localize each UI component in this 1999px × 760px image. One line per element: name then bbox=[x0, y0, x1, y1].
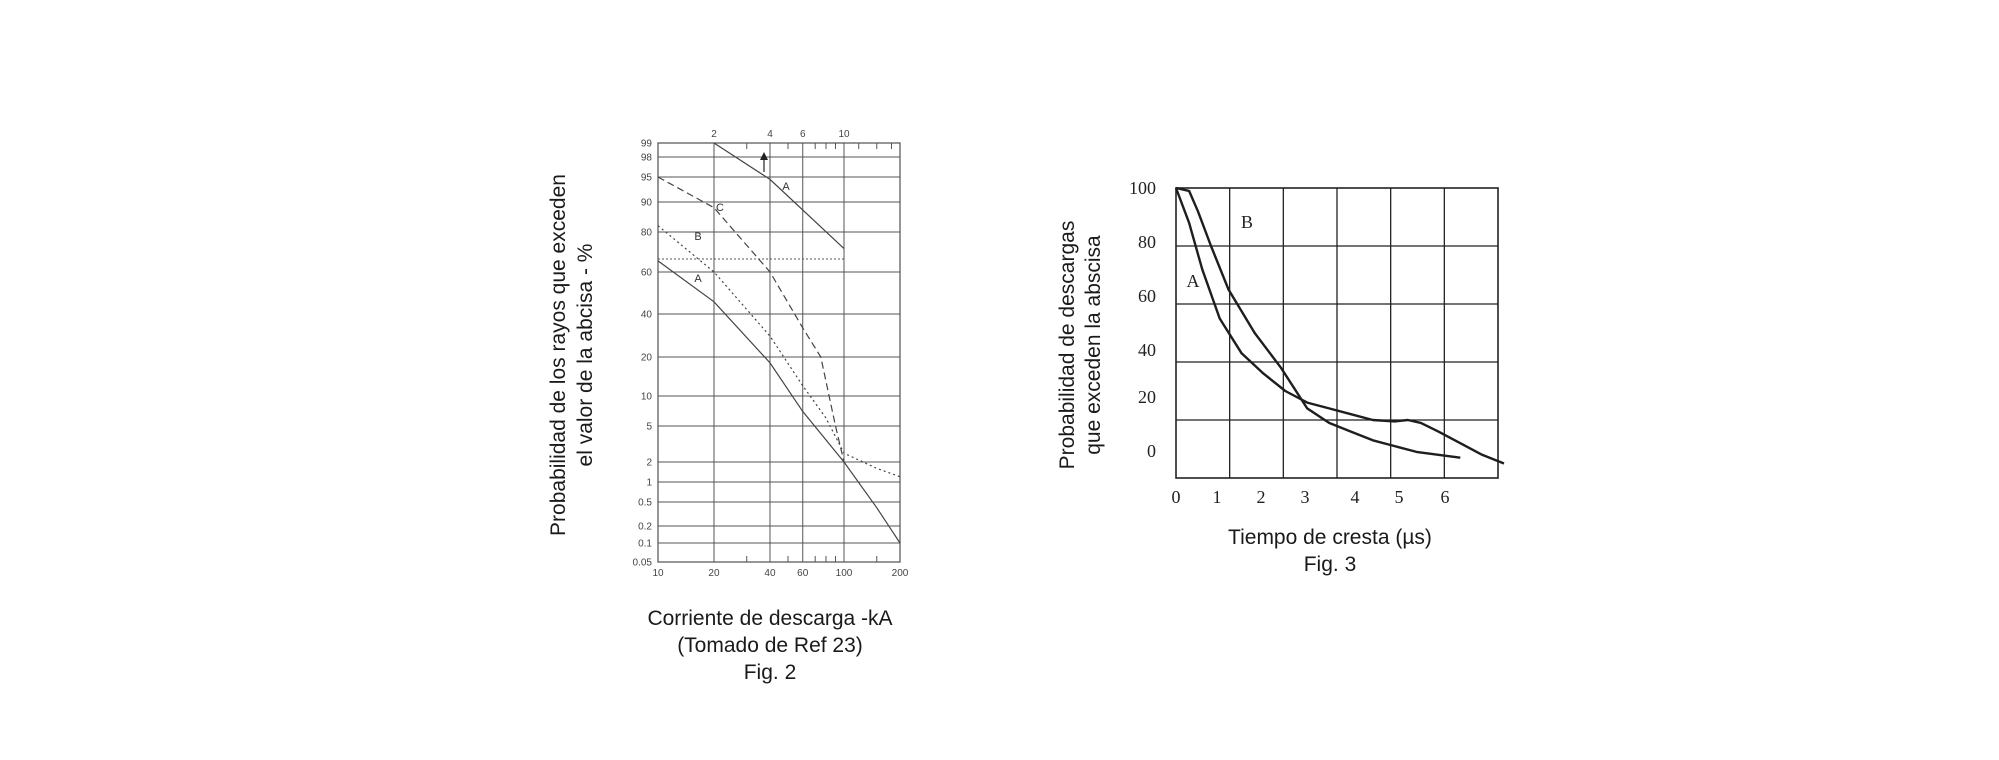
fig2-curve-label: A bbox=[782, 181, 790, 193]
fig3-ytick-label: 60 bbox=[1138, 286, 1156, 306]
fig2-ytick-label: 1 bbox=[646, 478, 652, 489]
fig2-xtick-label: 40 bbox=[764, 568, 776, 579]
fig3-xtick-label: 0 bbox=[1172, 487, 1181, 507]
fig2-ytick-label: 0.05 bbox=[633, 558, 653, 569]
fig3-grid bbox=[1175, 187, 1499, 479]
fig2-top-tick-label: 6 bbox=[800, 129, 806, 140]
fig3-series bbox=[1174, 186, 1505, 465]
fig2-xtick-label: 10 bbox=[652, 568, 664, 579]
fig2-series-line bbox=[713, 142, 845, 250]
fig2-grid bbox=[657, 142, 901, 563]
fig2-top-tick-label: 10 bbox=[838, 129, 850, 140]
fig3-ylabel-line2: que exceden la abscisa bbox=[1082, 235, 1105, 455]
fig2-ytick-label: 90 bbox=[641, 198, 653, 209]
fig2-xtick-label: 60 bbox=[797, 568, 809, 579]
fig3-ytick-label: 100 bbox=[1129, 178, 1156, 198]
fig3-xtick-label: 1 bbox=[1213, 487, 1222, 507]
fig3-xtick-label: 5 bbox=[1395, 487, 1404, 507]
fig2-series-line bbox=[657, 176, 845, 463]
fig3-curve-label-a: A bbox=[1187, 271, 1200, 291]
fig2-ytick-label: 95 bbox=[641, 173, 653, 184]
fig2-ytick-label: 0.1 bbox=[638, 539, 652, 550]
fig3-caption: Fig. 3 bbox=[1304, 553, 1357, 576]
fig2-arrow-head bbox=[759, 152, 768, 160]
fig2-xtick-label: 100 bbox=[836, 568, 853, 579]
fig3-xtick-label: 4 bbox=[1351, 487, 1360, 507]
fig2-series-line bbox=[657, 260, 901, 544]
fig3-xtick-label: 2 bbox=[1257, 487, 1266, 507]
fig2-ytick-label: 99 bbox=[641, 139, 653, 150]
fig2-ytick-label: 2 bbox=[646, 458, 652, 469]
fig2-ytick-label: 60 bbox=[641, 268, 653, 279]
fig3-xlabel: Tiempo de cresta (µs) bbox=[1228, 526, 1432, 549]
fig2-caption: Fig. 2 bbox=[744, 661, 797, 684]
fig2-ytick-label: 20 bbox=[641, 353, 653, 364]
fig3-ylabel-line1: Probabilidad de descargas bbox=[1056, 221, 1079, 470]
fig3-ytick-label: 40 bbox=[1138, 340, 1156, 360]
fig3-xtick-label: 3 bbox=[1301, 487, 1310, 507]
fig2-top-tick-label: 2 bbox=[711, 129, 717, 140]
fig3-chart: 100 80 60 40 20 0 0 1 2 3 4 5 6 A B Probabilidad de de… bbox=[1056, 178, 1505, 576]
fig2-ylabel-line2: el valor de la abcisa - % bbox=[574, 244, 597, 467]
fig3-labels: 100 80 60 40 20 0 0 1 2 3 4 5 6 A B bbox=[1129, 178, 1450, 507]
fig2-curve-label: C bbox=[716, 202, 724, 214]
fig2-note: (Tomado de Ref 23) bbox=[677, 634, 863, 657]
fig2-xtick-label: 200 bbox=[892, 568, 909, 579]
fig2-ytick-label: 98 bbox=[641, 153, 653, 164]
fig3-curve-label-b: B bbox=[1241, 212, 1253, 232]
fig2-curve-label: B bbox=[694, 231, 701, 243]
fig3-ytick-label: 0 bbox=[1147, 441, 1156, 461]
fig2-ytick-label: 80 bbox=[641, 228, 653, 239]
fig2-frame bbox=[657, 142, 901, 563]
fig2-ytick-label: 0.2 bbox=[638, 522, 652, 533]
fig2-ytick-label: 10 bbox=[641, 392, 653, 403]
fig2-top-tick-label: 4 bbox=[767, 129, 773, 140]
fig2-curve-label: A bbox=[694, 273, 702, 285]
fig3-series-line bbox=[1175, 186, 1461, 459]
fig3-ytick-label: 20 bbox=[1138, 387, 1156, 407]
fig3-xtick-label: 6 bbox=[1441, 487, 1450, 507]
fig2-series bbox=[657, 142, 901, 544]
fig2-series-line bbox=[657, 225, 901, 478]
fig2-xlabel: Corriente de descarga -kA bbox=[647, 607, 892, 630]
fig2-ytick-label: 0.5 bbox=[638, 498, 652, 509]
fig3-ytick-label: 80 bbox=[1138, 232, 1156, 252]
fig2-ytick-label: 40 bbox=[641, 310, 653, 321]
fig2-ylabel-line1: Probabilidad de los rayos que exceden bbox=[547, 174, 570, 536]
fig2-xtick-label: 20 bbox=[708, 568, 720, 579]
fig2-ytick-label: 5 bbox=[646, 422, 652, 433]
fig3-series-line bbox=[1174, 187, 1505, 465]
